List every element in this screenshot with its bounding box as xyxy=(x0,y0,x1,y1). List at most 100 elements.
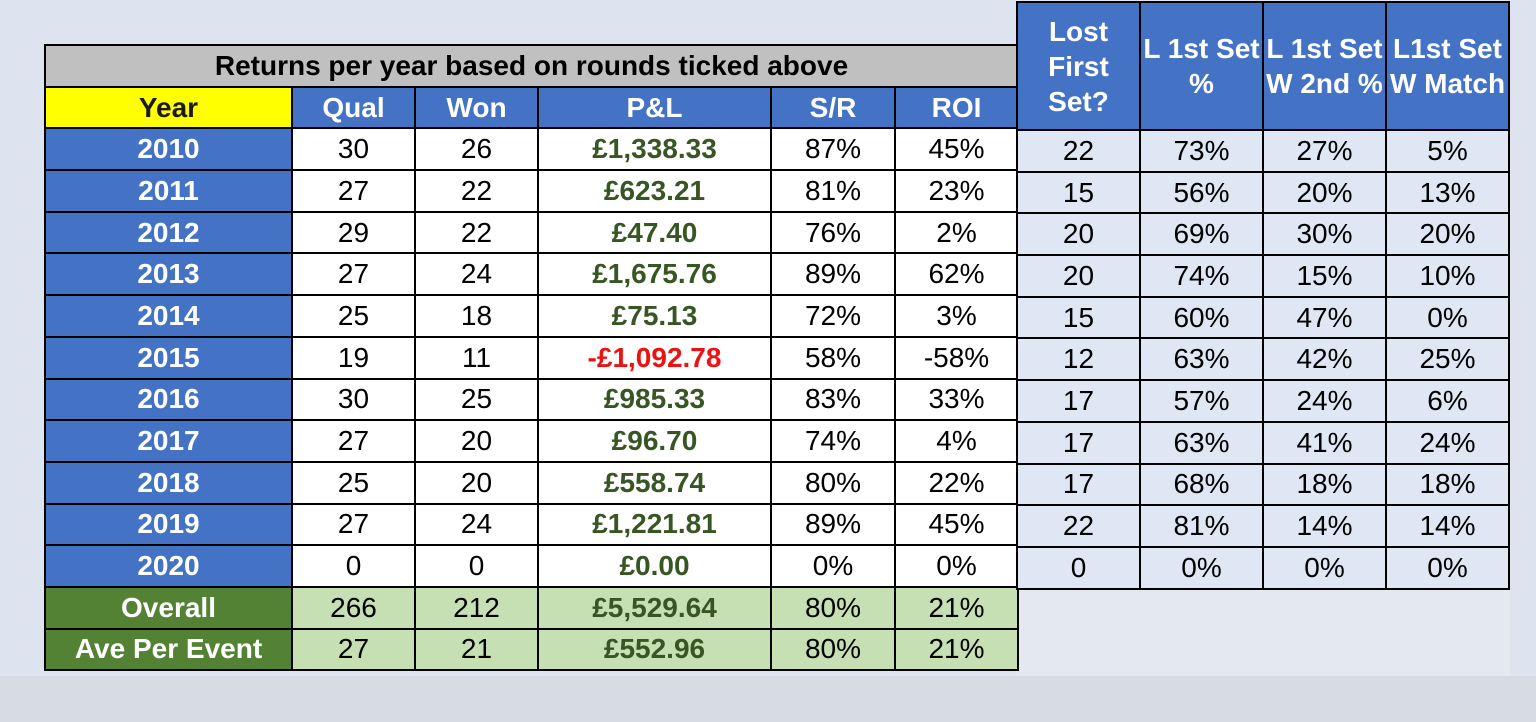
first-set-row: 17 63% 41% 24% xyxy=(1016,420,1510,465)
l1-match-cell: 13% xyxy=(1385,170,1510,215)
table-row: 2011 27 22 £623.21 81% 23% xyxy=(44,169,1019,213)
first-set-row: 22 73% 27% 5% xyxy=(1016,129,1510,173)
lost-first-cell: 22 xyxy=(1016,129,1141,173)
lost-first-cell: 12 xyxy=(1016,337,1141,382)
year-cell: 2012 xyxy=(44,210,293,255)
lost-first-cell: 17 xyxy=(1016,379,1141,423)
qual-cell: 29 xyxy=(291,210,416,255)
l1-w2-cell: 24% xyxy=(1262,379,1387,423)
sr-cell: 0% xyxy=(770,544,896,588)
l1-pct-cell: 0% xyxy=(1139,545,1264,590)
l1-match-cell: 0% xyxy=(1385,295,1510,340)
roi-cell: 45% xyxy=(894,127,1019,172)
sr-cell: 58% xyxy=(770,335,896,380)
average-row: Ave Per Event 27 21 £552.96 80% 21% xyxy=(44,627,1019,672)
l1-w2-cell: 14% xyxy=(1262,504,1387,548)
pl-cell: £1,221.81 xyxy=(537,502,772,547)
l1-match-cell: 25% xyxy=(1385,337,1510,382)
l1-w2-cell: 20% xyxy=(1262,170,1387,215)
qual-cell: 30 xyxy=(291,377,416,422)
year-cell: 2017 xyxy=(44,419,293,463)
lost-first-cell: 20 xyxy=(1016,212,1141,257)
header-roi: ROI xyxy=(894,85,1019,130)
first-set-row: 20 74% 15% 10% xyxy=(1016,254,1510,298)
won-cell: 24 xyxy=(414,502,539,547)
qual-cell: 27 xyxy=(291,502,416,547)
year-cell: 2020 xyxy=(44,544,293,588)
l1-pct-cell: 63% xyxy=(1139,420,1264,465)
table-row: 2017 27 20 £96.70 74% 4% xyxy=(44,419,1019,463)
header-l1st-set-pct: L 1st Set % xyxy=(1139,1,1264,131)
l1-pct-cell: 57% xyxy=(1139,379,1264,423)
table-row: 2018 25 20 £558.74 80% 22% xyxy=(44,460,1019,505)
header-qual: Qual xyxy=(291,85,416,130)
l1-match-cell: 0% xyxy=(1385,545,1510,590)
l1-match-cell: 20% xyxy=(1385,212,1510,257)
header-sr: S/R xyxy=(770,85,896,130)
overall-row: Overall 266 212 £5,529.64 80% 21% xyxy=(44,585,1019,630)
qual-cell: 27 xyxy=(291,252,416,297)
roi-cell: 0% xyxy=(894,544,1019,588)
table-row: 2014 25 18 £75.13 72% 3% xyxy=(44,294,1019,338)
overall-row-sr-cell: 80% xyxy=(770,585,896,630)
qual-cell: 27 xyxy=(291,419,416,463)
l1-pct-cell: 68% xyxy=(1139,462,1264,507)
header-lost-first-set: Lost First Set? xyxy=(1016,1,1141,131)
sr-cell: 76% xyxy=(770,210,896,255)
pl-cell: £96.70 xyxy=(537,419,772,463)
roi-cell: 3% xyxy=(894,294,1019,338)
won-cell: 20 xyxy=(414,419,539,463)
lost-first-cell: 15 xyxy=(1016,295,1141,340)
roi-cell: 62% xyxy=(894,252,1019,297)
won-cell: 24 xyxy=(414,252,539,297)
l1-w2-cell: 0% xyxy=(1262,545,1387,590)
l1-w2-cell: 47% xyxy=(1262,295,1387,340)
year-cell: 2019 xyxy=(44,502,293,547)
year-cell: 2013 xyxy=(44,252,293,297)
qual-cell: 25 xyxy=(291,460,416,505)
sr-cell: 74% xyxy=(770,419,896,463)
l1-pct-cell: 60% xyxy=(1139,295,1264,340)
average-row-qual-cell: 27 xyxy=(291,627,416,672)
overall-row-label: Overall xyxy=(44,585,293,630)
sr-cell: 89% xyxy=(770,252,896,297)
l1-w2-cell: 18% xyxy=(1262,462,1387,507)
year-cell: 2015 xyxy=(44,335,293,380)
year-cell: 2016 xyxy=(44,377,293,422)
year-cell: 2018 xyxy=(44,460,293,505)
year-cell: 2011 xyxy=(44,169,293,213)
won-cell: 0 xyxy=(414,544,539,588)
overall-row-roi-cell: 21% xyxy=(894,585,1019,630)
pl-cell: -£1,092.78 xyxy=(537,335,772,380)
l1-pct-cell: 74% xyxy=(1139,254,1264,298)
qual-cell: 27 xyxy=(291,169,416,213)
l1-match-cell: 18% xyxy=(1385,462,1510,507)
lost-first-cell: 0 xyxy=(1016,545,1141,590)
lost-first-cell: 17 xyxy=(1016,420,1141,465)
table-row: 2010 30 26 £1,338.33 87% 45% xyxy=(44,127,1019,172)
lost-first-cell: 22 xyxy=(1016,504,1141,548)
l1-pct-cell: 63% xyxy=(1139,337,1264,382)
qual-cell: 0 xyxy=(291,544,416,588)
won-cell: 20 xyxy=(414,460,539,505)
pl-cell: £1,338.33 xyxy=(537,127,772,172)
qual-cell: 19 xyxy=(291,335,416,380)
sr-cell: 89% xyxy=(770,502,896,547)
average-row-pl-cell: £552.96 xyxy=(537,627,772,672)
roi-cell: 2% xyxy=(894,210,1019,255)
roi-cell: 22% xyxy=(894,460,1019,505)
sr-cell: 87% xyxy=(770,127,896,172)
l1-match-cell: 5% xyxy=(1385,129,1510,173)
overall-row-pl-cell: £5,529.64 xyxy=(537,585,772,630)
header-l1st-set-w-match: L1st Set W Match xyxy=(1385,1,1510,131)
first-set-row: 17 57% 24% 6% xyxy=(1016,379,1510,423)
year-cell: 2014 xyxy=(44,294,293,338)
header-l1st-set-w-2nd-pct: L 1st Set W 2nd % xyxy=(1262,1,1387,131)
returns-table-title: Returns per year based on rounds ticked … xyxy=(44,44,1019,88)
l1-match-cell: 10% xyxy=(1385,254,1510,298)
l1-pct-cell: 56% xyxy=(1139,170,1264,215)
qual-cell: 25 xyxy=(291,294,416,338)
won-cell: 11 xyxy=(414,335,539,380)
year-cell: 2010 xyxy=(44,127,293,172)
qual-cell: 30 xyxy=(291,127,416,172)
